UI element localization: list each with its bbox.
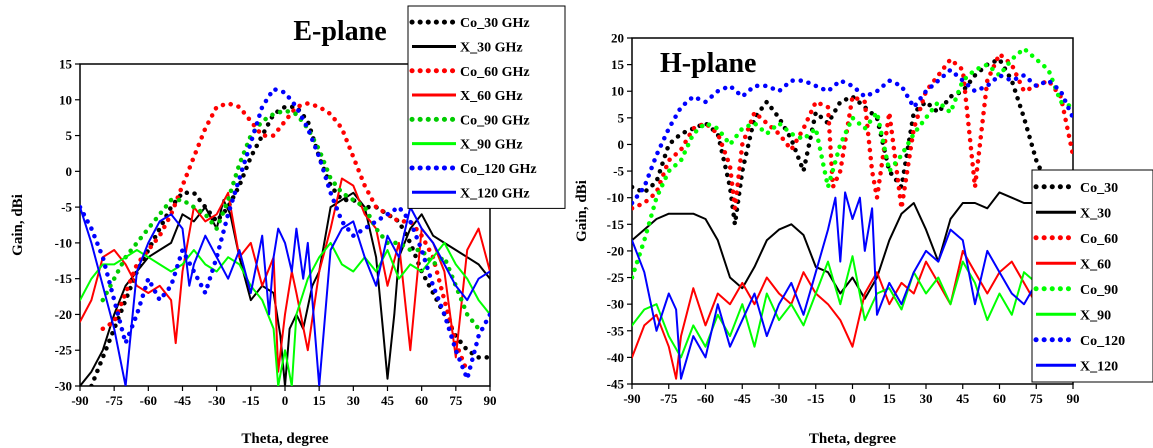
y-tick-label: -35 xyxy=(607,323,625,338)
x-tick-label: 0 xyxy=(849,391,856,406)
x-tick-label: -60 xyxy=(140,393,157,408)
x-tick-label: -90 xyxy=(623,391,640,406)
y-tick-label: 0 xyxy=(66,164,73,179)
y-tick-label: -5 xyxy=(613,164,624,179)
x-tick-label: 15 xyxy=(883,391,897,406)
legend-entry: X_60 xyxy=(1080,257,1111,272)
legend-entry: Co_120 GHz xyxy=(460,162,537,177)
series-line-co-120-ghz xyxy=(80,86,490,382)
series-line-co-90 xyxy=(632,46,1073,280)
y-tick-label: -10 xyxy=(607,190,624,205)
series-line-x-30 xyxy=(632,191,1073,300)
x-tick-label: 45 xyxy=(956,391,970,406)
x-tick-label: 0 xyxy=(282,393,289,408)
y-tick-label: -15 xyxy=(607,217,625,232)
x-tick-label: 30 xyxy=(347,393,360,408)
y-tick-label: 5 xyxy=(66,128,73,143)
x-tick-label: 15 xyxy=(313,393,327,408)
x-tick-label: 60 xyxy=(415,393,428,408)
y-tick-label: -10 xyxy=(55,235,72,250)
chart-title: E-plane xyxy=(293,16,386,47)
series-line-co-30-ghz xyxy=(89,104,490,386)
y-tick-label: 0 xyxy=(618,137,625,152)
x-tick-label: -75 xyxy=(105,393,123,408)
legend-entry: Co_90 GHz xyxy=(460,113,530,128)
legend-entry: X_60 GHz xyxy=(460,89,523,104)
series-line-x-120-ghz xyxy=(80,206,490,386)
y-tick-label: -30 xyxy=(607,297,624,312)
chart-title: H-plane xyxy=(660,48,756,79)
y-tick-label: 10 xyxy=(611,84,624,99)
series-line-co-120 xyxy=(632,67,1073,206)
series-line-x-30-ghz xyxy=(80,191,490,386)
legend-entry: Co_90 xyxy=(1080,283,1118,298)
legend-entry: Co_60 xyxy=(1080,232,1118,247)
series-line-x-90-ghz xyxy=(80,241,490,386)
legend-entry: Co_120 xyxy=(1080,334,1125,349)
x-tick-label: -30 xyxy=(208,393,225,408)
y-tick-label: 20 xyxy=(611,31,624,46)
x-tick-label: 75 xyxy=(449,393,463,408)
series-line-x-120 xyxy=(632,191,1073,380)
legend-entry: Co_30 GHz xyxy=(460,16,530,31)
x-tick-label: -90 xyxy=(71,393,88,408)
y-tick-label: -5 xyxy=(61,200,72,215)
legend-entry: X_30 GHz xyxy=(460,40,523,55)
series-line-x-60 xyxy=(632,249,1073,380)
legend-entry: X_120 xyxy=(1080,359,1118,374)
y-tick-label: -25 xyxy=(607,270,625,285)
x-tick-label: 75 xyxy=(1030,391,1044,406)
x-axis-label: Theta, degree xyxy=(809,431,897,447)
e-plane-chart: -90 -75 -60 -45 -30 -15 0 15 30 45 60 75 90 15 10 5 0 -5 -… xyxy=(10,5,566,447)
x-tick-label: -30 xyxy=(770,391,787,406)
x-tick-label: -60 xyxy=(697,391,714,406)
legend-entry: X_30 xyxy=(1080,206,1111,221)
series-group xyxy=(632,46,1073,380)
x-tick-label: 45 xyxy=(381,393,395,408)
y-tick-label: -20 xyxy=(55,307,72,322)
series-line-x-60-ghz xyxy=(80,177,490,373)
legend-entry: X_90 GHz xyxy=(460,138,523,153)
y-tick-label: 15 xyxy=(59,57,73,72)
y-tick-label: -30 xyxy=(55,379,72,394)
x-tick-label: -15 xyxy=(807,391,825,406)
series-line-co-60-ghz xyxy=(100,101,470,374)
title-backing xyxy=(255,12,407,54)
series-group xyxy=(80,86,490,386)
y-axis-label: Gain, dBi xyxy=(10,194,26,256)
h-plane-chart: -90 -75 -60 -45 -30 -15 0 15 30 45 60 75 90 20 15 10 5 0 -… xyxy=(574,31,1153,447)
x-axis-label: Theta, degree xyxy=(241,431,329,447)
legend-box xyxy=(1031,169,1153,383)
legend-box xyxy=(407,5,566,209)
legend-entry: Co_60 GHz xyxy=(460,65,530,80)
legend-entry: X_120 GHz xyxy=(460,186,530,201)
x-tick-label: -45 xyxy=(174,393,192,408)
x-tick-label: -15 xyxy=(242,393,260,408)
legend-entry: Co_30 xyxy=(1080,181,1118,196)
x-tick-label: 30 xyxy=(920,391,933,406)
y-tick-label: -45 xyxy=(607,377,625,392)
legend-entry: X_90 xyxy=(1080,308,1111,323)
x-tick-label: 90 xyxy=(1067,391,1080,406)
y-tick-label: -40 xyxy=(607,350,624,365)
y-tick-label: 10 xyxy=(59,92,72,107)
x-tick-label: -45 xyxy=(734,391,752,406)
x-tick-label: 60 xyxy=(993,391,1006,406)
y-tick-label: -20 xyxy=(607,243,624,258)
y-tick-label: -15 xyxy=(55,271,73,286)
x-tick-label: 90 xyxy=(484,393,497,408)
y-tick-label: 5 xyxy=(618,110,625,125)
y-tick-label: 15 xyxy=(611,57,625,72)
y-tick-label: -25 xyxy=(55,343,73,358)
series-line-co-90-ghz xyxy=(100,108,481,332)
x-tick-label: -75 xyxy=(660,391,678,406)
y-axis-label: Gain, dBi xyxy=(574,180,590,242)
